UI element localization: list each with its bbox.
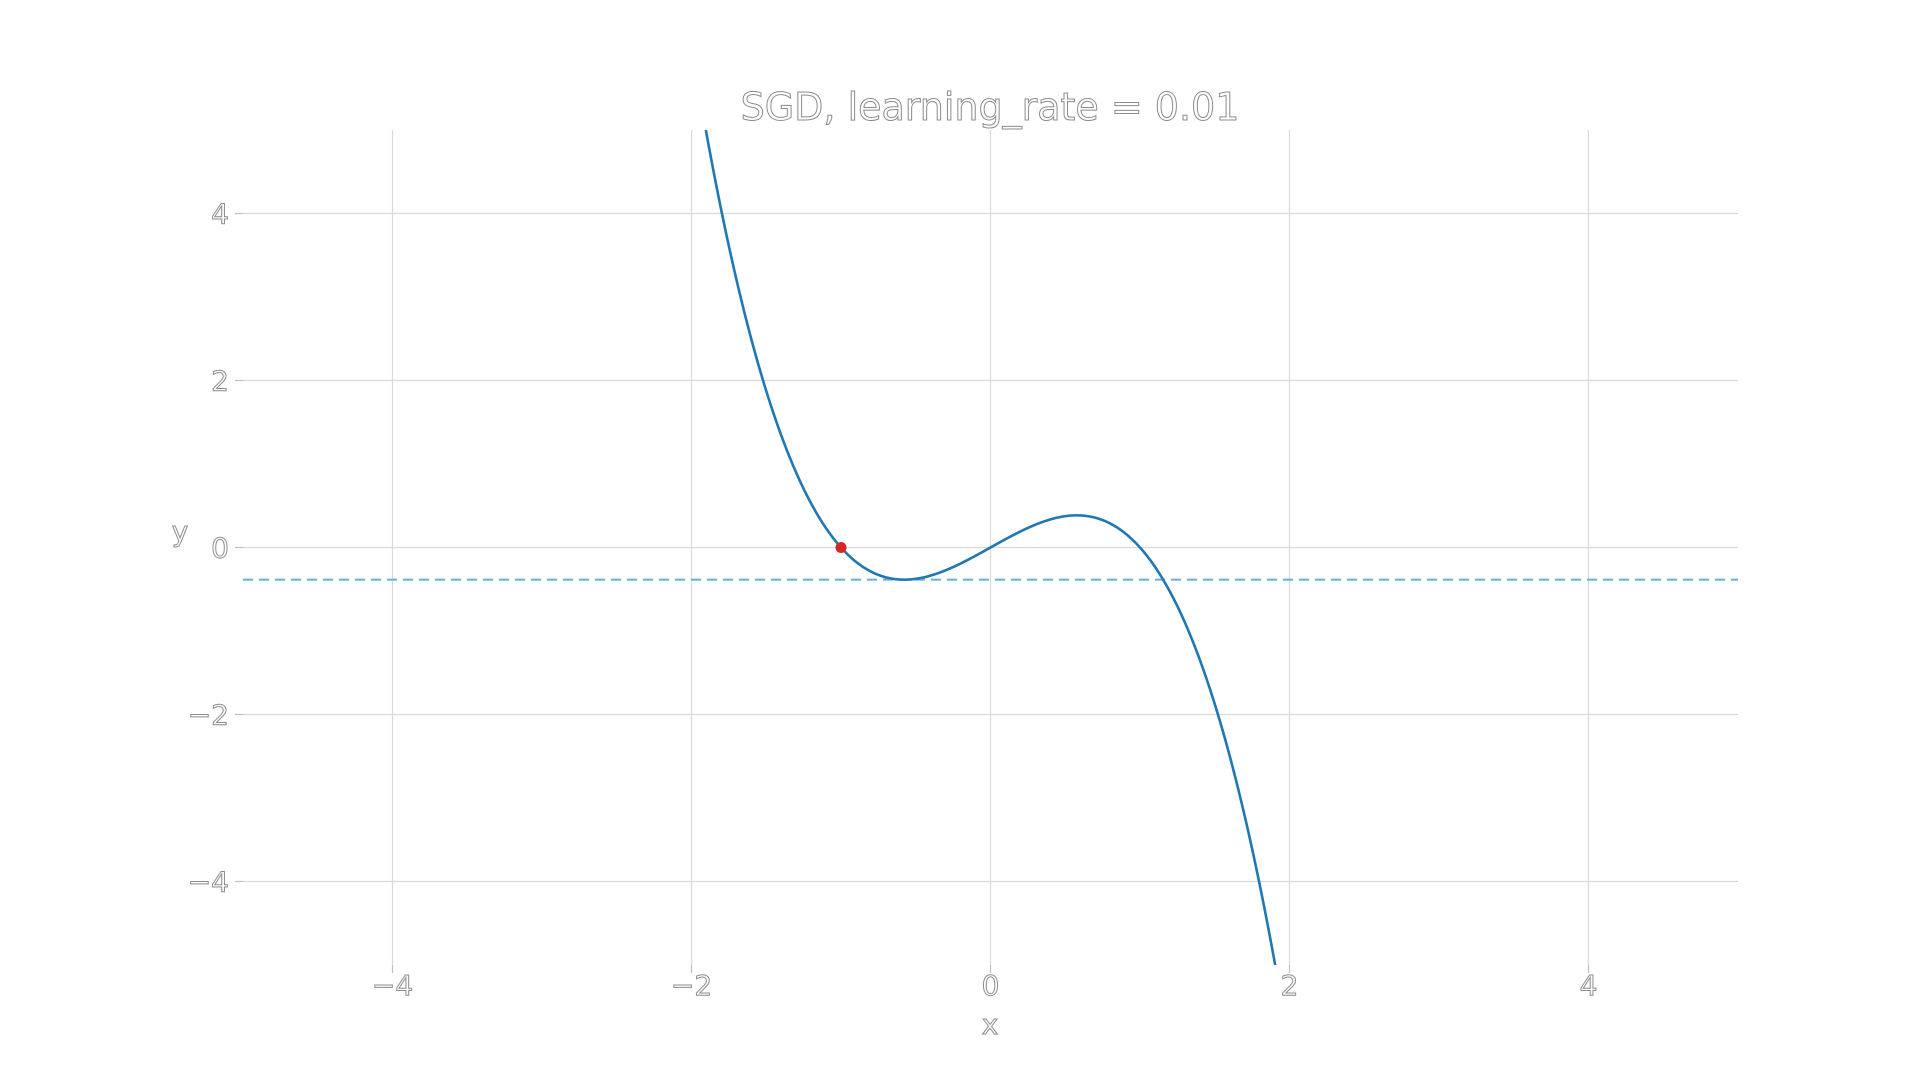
function-curve [704,130,1277,965]
x-tick-label: −2 [671,969,712,1002]
y-tick-label: 4 [211,198,229,231]
grid-layer [243,130,1738,965]
x-tick-label: −4 [372,969,413,1002]
chart-title: SGD, learning_rate = 0.01 [741,85,1240,129]
x-axis-label: x [982,1008,999,1041]
y-tick-label: −2 [188,699,229,732]
current-point-marker [835,542,847,553]
x-tick-label: 4 [1580,969,1598,1002]
y-tick-label: 2 [211,365,229,398]
y-tick-label: 0 [211,532,229,565]
x-tick-label: 0 [982,969,1000,1002]
data-layer [243,130,1738,965]
y-axis-label: y [172,515,189,548]
y-tick-label: −4 [188,866,229,899]
x-tick-label: 2 [1281,969,1299,1002]
tick-layer: −4 −2 0 2 4 −4 −2 0 2 4 [187,197,1598,1003]
